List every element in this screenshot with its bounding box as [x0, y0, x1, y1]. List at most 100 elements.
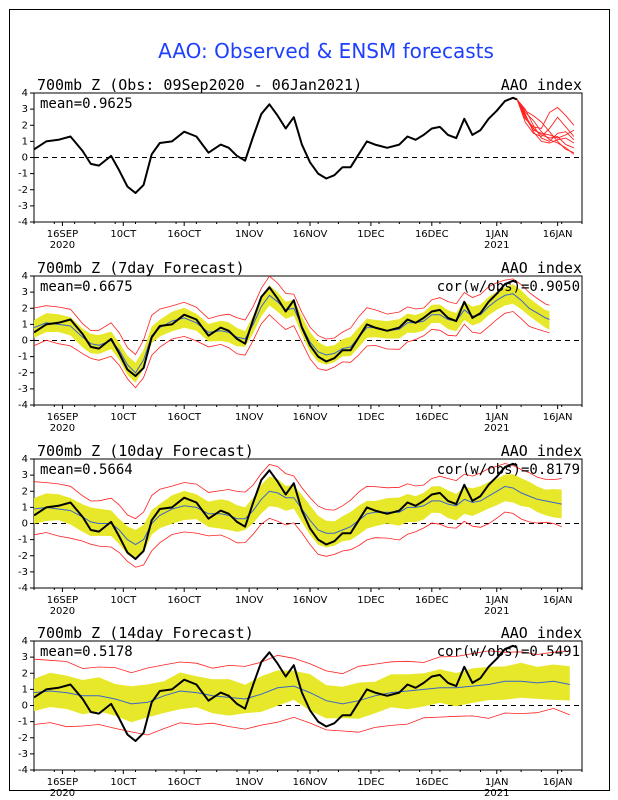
member-line-4 — [516, 99, 575, 155]
mean-label: mean=0.5664 — [40, 462, 133, 478]
x-tick-label: 16OCT — [167, 595, 202, 606]
x-tick-year: 2021 — [484, 240, 509, 251]
x-tick-label: 16OCT — [167, 412, 202, 423]
y-tick-label: 1 — [22, 319, 28, 330]
x-tick-label: 10CT — [110, 595, 137, 606]
x-tick-label: 16NOV — [293, 412, 328, 423]
x-tick-year: 2021 — [484, 606, 509, 617]
x-tick-year: 2020 — [50, 788, 75, 799]
member-line-8 — [516, 99, 575, 144]
x-tick-label: 16SEP — [47, 412, 78, 423]
observed-line — [33, 279, 518, 377]
x-tick-label: 1DEC — [357, 595, 384, 606]
y-tick-label: 2 — [22, 668, 28, 679]
y-tick-label: -2 — [18, 368, 28, 379]
y-tick-label: -4 — [18, 217, 28, 228]
y-tick-label: 4 — [22, 454, 28, 465]
x-tick-label: 16SEP — [47, 229, 78, 240]
y-tick-label: -1 — [18, 535, 28, 546]
panel-1: 700mb Z (Obs: 09Sep2020 - 06Jan2021) AAO … — [18, 76, 583, 251]
panel-3: 700mb Z (10day Forecast) AAO index -4 -3 -2 -… — [18, 442, 583, 617]
y-tick-label: 2 — [22, 120, 28, 131]
panel-title: 700mb Z (Obs: 09Sep2020 - 06Jan2021) — [37, 76, 362, 94]
envelope-min-line — [33, 311, 550, 389]
x-tick-label: 1NOV — [235, 595, 264, 606]
x-tick-label: 16SEP — [47, 595, 78, 606]
member-line-1 — [516, 99, 575, 149]
envelope-max-line — [33, 650, 570, 675]
mean-label: mean=0.6675 — [40, 279, 133, 295]
x-tick-label: 16DEC — [415, 412, 449, 423]
panel-index-label: AAO index — [501, 624, 582, 642]
panel-title: 700mb Z (10day Forecast) — [37, 442, 254, 460]
x-tick-label: 1JAN — [485, 595, 508, 606]
x-tick-label: 1JAN — [485, 777, 508, 788]
x-tick-label: 16JAN — [543, 229, 573, 240]
envelope-min-line — [33, 707, 570, 736]
y-tick-label: -4 — [18, 583, 28, 594]
chart-frame — [9, 9, 610, 791]
y-tick-label: 0 — [22, 336, 28, 347]
x-tick-label: 16NOV — [293, 777, 328, 788]
panel-title: 700mb Z (14day Forecast) — [37, 624, 254, 642]
spread-band — [34, 474, 562, 559]
envelope-min-line — [33, 511, 562, 568]
spread-band — [34, 284, 550, 383]
x-tick-label: 1DEC — [357, 777, 384, 788]
panel-index-label: AAO index — [501, 259, 582, 277]
member-line-6 — [516, 99, 575, 154]
x-tick-label: 1NOV — [235, 229, 264, 240]
x-tick-label: 16OCT — [167, 777, 202, 788]
y-tick-label: -4 — [18, 765, 28, 776]
ensemble-mean-line — [33, 485, 562, 546]
x-tick-label: 16JAN — [543, 777, 573, 788]
x-tick-label: 16DEC — [415, 777, 449, 788]
x-tick-year: 2020 — [50, 606, 75, 617]
x-tick-label: 10CT — [110, 229, 137, 240]
panel-4: 700mb Z (14day Forecast) AAO index -4 -3 -2 -… — [18, 624, 583, 799]
x-tick-year: 2021 — [484, 788, 509, 799]
y-tick-label: -1 — [18, 352, 28, 363]
y-tick-label: 3 — [22, 287, 28, 298]
x-tick-label: 1NOV — [235, 412, 264, 423]
main-title: AAO: Observed & ENSM forecasts — [158, 39, 494, 63]
x-tick-label: 16DEC — [415, 595, 449, 606]
x-tick-year: 2021 — [484, 423, 509, 434]
y-tick-label: -2 — [18, 551, 28, 562]
correlation-label: cor(w/obs)=0.8179 — [437, 462, 580, 478]
member-line-5 — [516, 99, 575, 139]
y-tick-label: -3 — [18, 749, 28, 760]
y-tick-label: 4 — [22, 271, 28, 282]
y-tick-label: -4 — [18, 400, 28, 411]
y-tick-label: 0 — [22, 519, 28, 530]
y-tick-label: 1 — [22, 684, 28, 695]
x-tick-label: 1JAN — [485, 229, 508, 240]
y-tick-label: 3 — [22, 104, 28, 115]
x-tick-label: 10CT — [110, 777, 137, 788]
y-tick-label: 4 — [22, 88, 28, 99]
y-tick-label: -3 — [18, 567, 28, 578]
y-tick-label: 4 — [22, 636, 28, 647]
y-tick-label: -3 — [18, 201, 28, 212]
x-tick-label: 1DEC — [357, 412, 384, 423]
envelope-max-line — [33, 463, 562, 520]
envelope-max-line — [33, 275, 550, 356]
correlation-label: cor(w/obs)=0.9050 — [437, 279, 580, 295]
x-tick-label: 1NOV — [235, 777, 264, 788]
y-tick-label: 3 — [22, 652, 28, 663]
x-tick-label: 16SEP — [47, 777, 78, 788]
mean-label: mean=0.5178 — [40, 644, 133, 660]
panel-2: 700mb Z (7day Forecast) AAO index -4 -3 -2 -1… — [18, 259, 583, 434]
y-tick-label: -1 — [18, 717, 28, 728]
y-tick-label: 0 — [22, 701, 28, 712]
x-tick-label: 10CT — [110, 412, 137, 423]
x-tick-year: 2020 — [50, 240, 75, 251]
y-tick-label: 2 — [22, 486, 28, 497]
x-tick-label: 16JAN — [543, 595, 573, 606]
member-line-7 — [516, 99, 575, 130]
y-tick-label: -1 — [18, 169, 28, 180]
y-tick-label: -2 — [18, 185, 28, 196]
x-tick-label: 1JAN — [485, 412, 508, 423]
y-tick-label: 2 — [22, 303, 28, 314]
